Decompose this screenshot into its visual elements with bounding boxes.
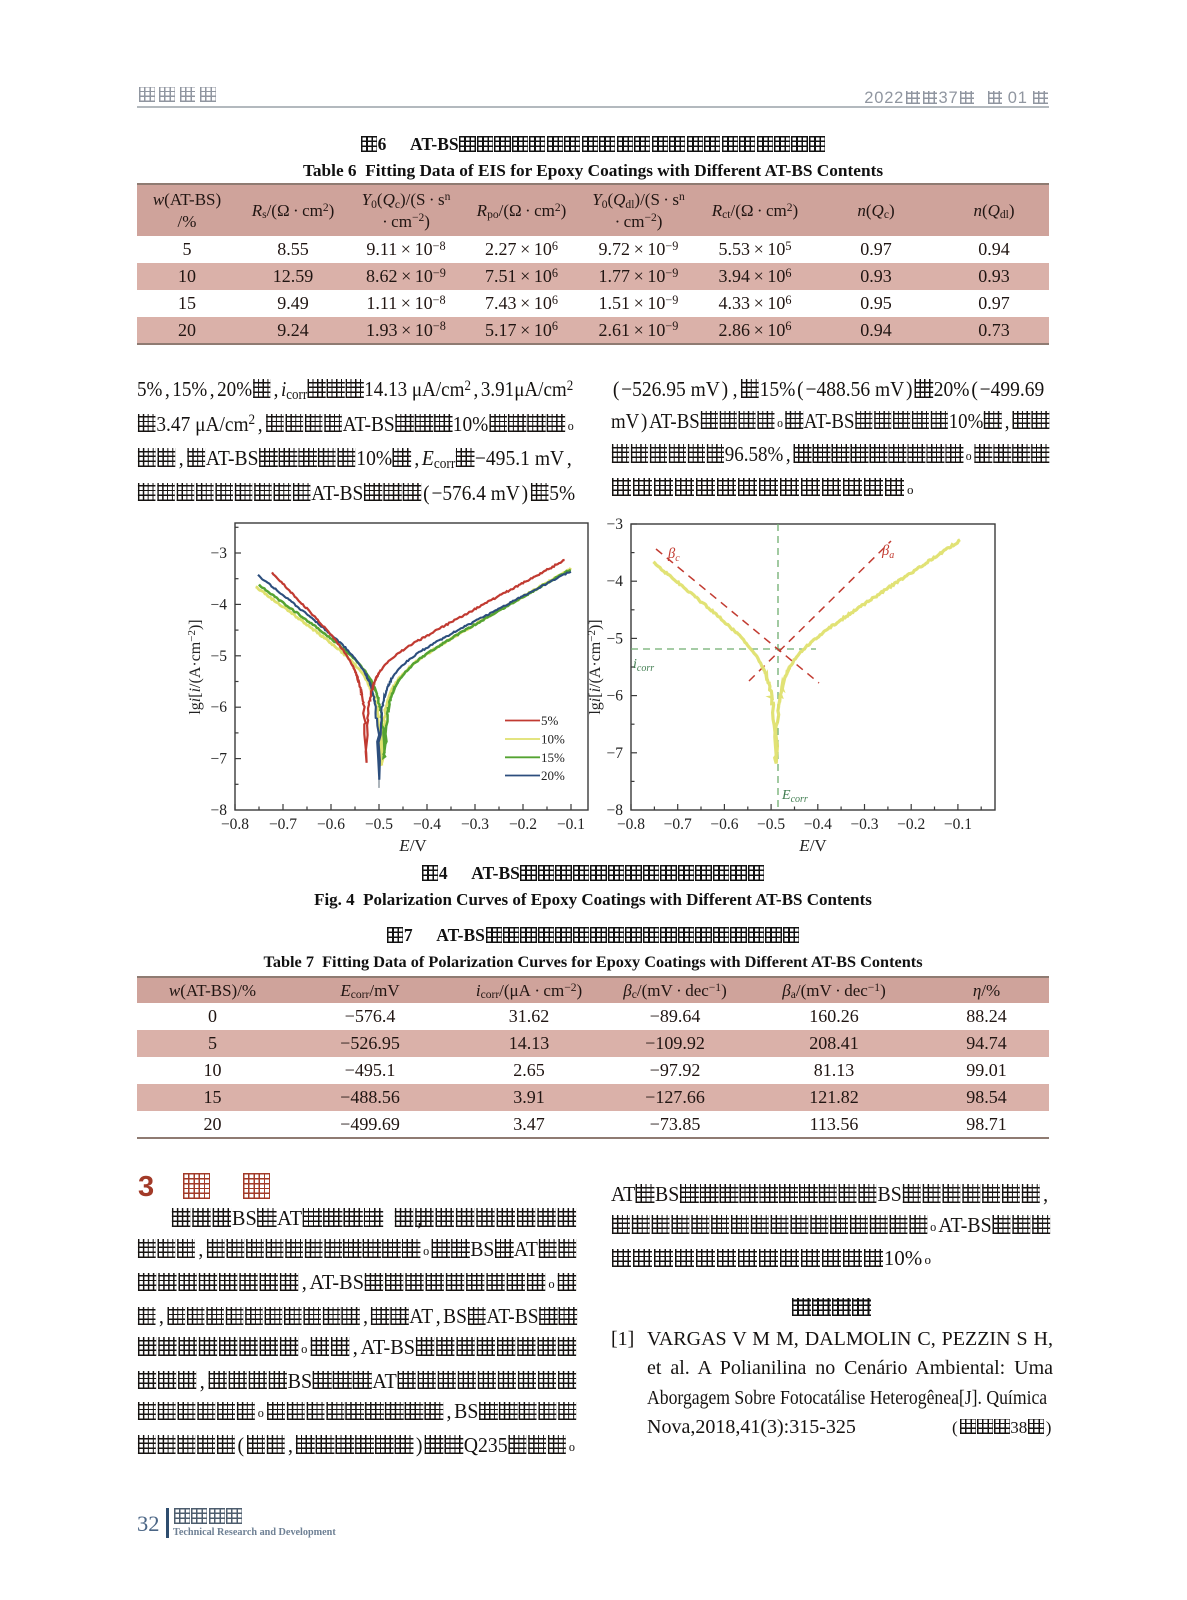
svg-text:−0.8: −0.8 [221,816,249,833]
svg-text:−3: −3 [211,545,228,562]
svg-text:−0.1: −0.1 [557,816,585,833]
svg-text:−7: −7 [211,751,228,768]
svg-text:−0.7: −0.7 [269,816,297,833]
svg-text:−3: −3 [607,516,624,533]
svg-text:−0.3: −0.3 [461,816,489,833]
svg-text:−0.4: −0.4 [413,816,441,833]
svg-text:−0.4: −0.4 [804,816,832,833]
svg-text:−0.6: −0.6 [317,816,345,833]
svg-text:−0.6: −0.6 [710,816,738,833]
svg-text:−6: −6 [211,699,228,716]
svg-text:−0.1: −0.1 [944,816,972,833]
svg-text:−0.7: −0.7 [664,816,692,833]
svg-text:−5: −5 [607,630,624,647]
svg-text:βa: βa [881,543,894,561]
svg-text:−6: −6 [607,688,624,705]
svg-text:10%: 10% [541,732,565,747]
svg-text:−0.5: −0.5 [365,816,393,833]
svg-text:E/V: E/V [398,836,427,855]
svg-text:E/V: E/V [798,836,827,855]
svg-text:icorr: icorr [633,657,654,674]
svg-text:Ecorr: Ecorr [781,788,808,805]
svg-text:5%: 5% [541,713,559,728]
svg-text:−0.3: −0.3 [850,816,878,833]
svg-text:20%: 20% [541,768,565,783]
svg-text:−0.8: −0.8 [617,816,645,833]
svg-text:−0.5: −0.5 [757,816,785,833]
svg-text:−7: −7 [607,745,624,762]
svg-text:βc: βc [667,546,680,564]
svg-text:−8: −8 [607,802,624,819]
svg-text:−0.2: −0.2 [897,816,925,833]
svg-text:−8: −8 [211,802,228,819]
svg-text:−0.2: −0.2 [509,816,537,833]
svg-text:−4: −4 [607,573,624,590]
svg-text:lgi[i/(A·cm−2)]: lgi[i/(A·cm−2)] [586,619,604,714]
svg-text:15%: 15% [541,750,565,765]
svg-text:lgi[i/(A·cm−2)]: lgi[i/(A·cm−2)] [186,619,204,714]
svg-text:−5: −5 [211,648,228,665]
svg-text:−4: −4 [211,596,228,613]
